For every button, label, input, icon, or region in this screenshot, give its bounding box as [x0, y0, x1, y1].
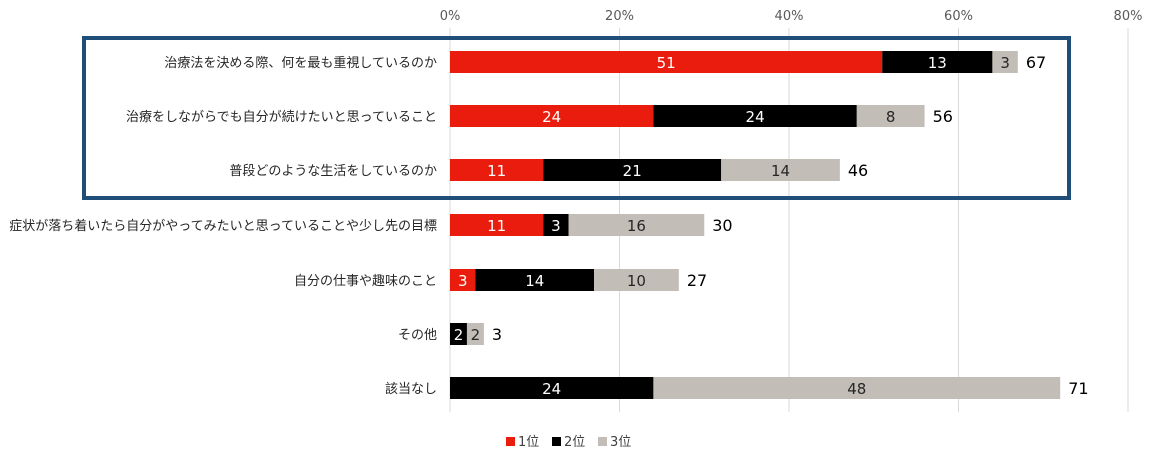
- bars: 51 13 3 24 24 8 11 21 14 11 3 16 3 14 10 2 2 24 48: [450, 51, 1061, 399]
- bar-segment: [721, 159, 840, 181]
- bar-segment: [992, 51, 1018, 73]
- data-label: 3: [458, 272, 468, 290]
- data-label: 11: [487, 217, 506, 235]
- bar-segment: [475, 269, 595, 291]
- legend-label: 2位: [564, 435, 585, 450]
- legend-swatch: [506, 437, 515, 446]
- data-label: 51: [657, 54, 676, 72]
- data-label: 24: [746, 108, 765, 126]
- bar-segment: [466, 323, 484, 345]
- bar-segment: [450, 269, 476, 291]
- data-label: 14: [525, 272, 544, 290]
- bar-row: 11 3 16: [450, 214, 705, 236]
- data-label: 3: [1000, 54, 1010, 72]
- x-tick-label: 80%: [1114, 9, 1143, 24]
- category-labels: 治療法を決める際、何を最も重視しているのか治療をしながらでも自分が続けたいと思っ…: [9, 55, 437, 397]
- category-label: 普段どのような生活をしているのか: [229, 164, 437, 179]
- bar-segment: [653, 377, 1061, 399]
- category-label: 自分の仕事や趣味のこと: [294, 274, 437, 289]
- legend-item: 2位: [552, 435, 585, 450]
- bar-row: 24 48: [450, 377, 1061, 399]
- data-label: 13: [928, 54, 947, 72]
- bar-row: 51 13 3: [450, 51, 1018, 73]
- category-label: 該当なし: [385, 381, 437, 397]
- total-label: 46: [848, 161, 868, 180]
- total-label: 3: [492, 325, 502, 344]
- data-label: 10: [627, 272, 646, 290]
- data-label: 48: [847, 380, 866, 398]
- bar-row: 24 24 8: [450, 105, 925, 127]
- bar-segment: [450, 105, 654, 127]
- total-labels: 67 56 46 30 27 3 71: [492, 53, 1089, 398]
- data-label: 3: [551, 217, 561, 235]
- bar-segment: [543, 159, 722, 181]
- legend: 1位 2位 3位: [506, 435, 631, 450]
- category-label: 治療をしながらでも自分が続けたいと思っていること: [126, 110, 437, 125]
- bar-segment: [450, 323, 467, 345]
- x-tick-label: 40%: [775, 9, 804, 24]
- total-label: 67: [1026, 53, 1046, 72]
- category-label: 症状が落ち着いたら自分がやってみたいと思っていることや少し先の目標: [9, 218, 437, 234]
- data-label: 24: [542, 108, 561, 126]
- x-axis-ticks: 0% 20% 40% 60% 80%: [440, 9, 1143, 24]
- legend-label: 1位: [518, 435, 539, 450]
- bar-segment: [543, 214, 569, 236]
- bar-segment: [568, 214, 705, 236]
- bar-segment: [450, 159, 544, 181]
- data-label: 2: [471, 326, 481, 344]
- bar-segment: [594, 269, 679, 291]
- bar-segment: [653, 105, 857, 127]
- category-label: 治療法を決める際、何を最も重視しているのか: [164, 55, 437, 71]
- data-label: 14: [771, 162, 790, 180]
- total-label: 56: [933, 107, 953, 126]
- legend-swatch: [598, 437, 607, 446]
- bar-segment: [882, 51, 993, 73]
- data-label: 24: [542, 380, 561, 398]
- highlight-box: [82, 36, 1071, 200]
- legend-item: 3位: [598, 435, 631, 450]
- bar-row: 3 14 10: [450, 269, 679, 291]
- bar-segment: [450, 51, 883, 73]
- data-label: 11: [487, 162, 506, 180]
- total-label: 30: [712, 216, 732, 235]
- x-tick-label: 20%: [605, 9, 634, 24]
- data-label: 21: [623, 162, 642, 180]
- bar-row: 11 21 14: [450, 159, 840, 181]
- bar-segment: [856, 105, 925, 127]
- data-label: 8: [886, 108, 896, 126]
- legend-item: 1位: [506, 435, 539, 450]
- category-label: その他: [398, 328, 437, 343]
- legend-swatch: [552, 437, 561, 446]
- bar-segment: [450, 377, 654, 399]
- data-label: 16: [627, 217, 646, 235]
- total-label: 27: [687, 271, 707, 290]
- data-label: 2: [454, 326, 464, 344]
- total-label: 71: [1068, 379, 1088, 398]
- gridlines: [449, 28, 1129, 412]
- bar-segment: [450, 214, 544, 236]
- x-tick-label: 0%: [440, 9, 461, 24]
- x-tick-label: 60%: [944, 9, 973, 24]
- legend-label: 3位: [610, 435, 631, 450]
